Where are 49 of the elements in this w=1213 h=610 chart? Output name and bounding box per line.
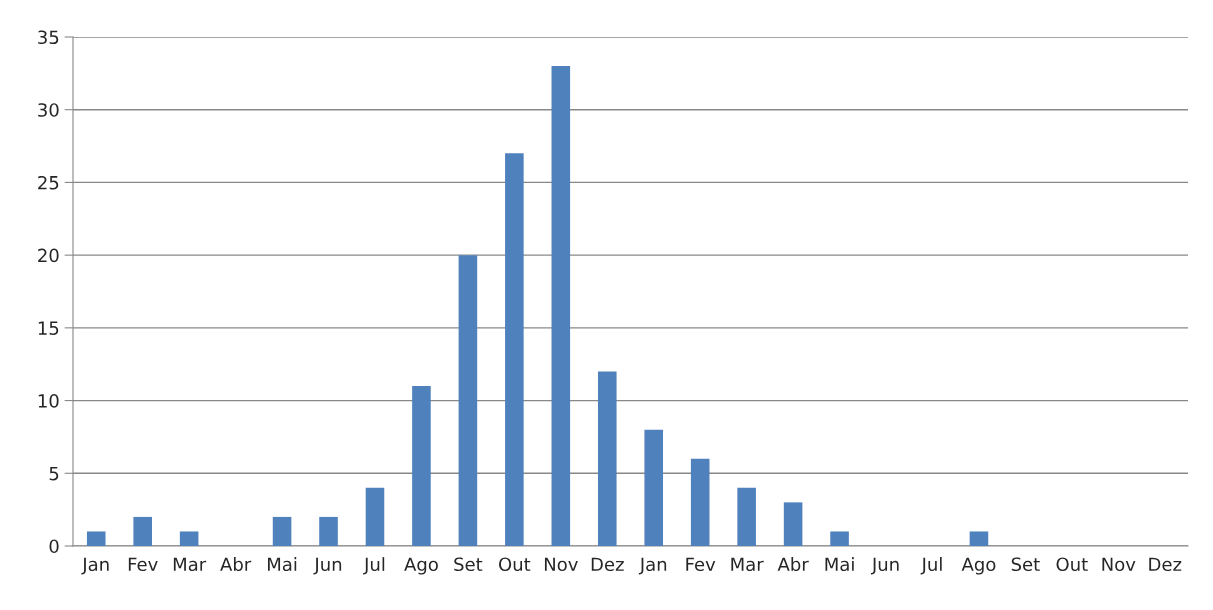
x-tick-label: Abr (220, 557, 252, 572)
x-tick-label: Jan (638, 557, 667, 575)
bar (179, 531, 199, 546)
bar (133, 516, 152, 546)
x-tick-label: Set (1011, 557, 1040, 572)
bar (969, 531, 989, 546)
x-tick-label: Dez (1149, 557, 1182, 572)
x-tick-label: Jul (363, 557, 385, 575)
bar (551, 66, 571, 546)
bar (644, 429, 664, 546)
bar (597, 371, 617, 546)
x-tick-label: Mai (825, 557, 854, 572)
x-tick-label: Nov (544, 557, 578, 572)
bar (319, 516, 338, 546)
x-tick-label: Ago (961, 557, 996, 575)
x-tick-label: Mai (268, 557, 297, 572)
y-tick-label: 25 (38, 175, 59, 190)
y-tick-label: 10 (38, 394, 59, 408)
x-tick-label: Jun (870, 557, 899, 575)
x-tick-label: Jan (81, 557, 109, 575)
x-tick-label: Fev (686, 557, 716, 572)
x-tick-label: Jul (920, 557, 942, 575)
y-tick-label: 35 (38, 30, 59, 45)
bar (365, 487, 385, 546)
x-tick-label: Set (454, 557, 483, 572)
bar (737, 487, 756, 546)
x-tick-label: Fev (128, 557, 158, 572)
bar (412, 386, 431, 546)
x-tick-label: Mar (731, 557, 764, 572)
bar (505, 153, 524, 546)
x-tick-label: Abr (777, 557, 809, 572)
bar (272, 516, 292, 546)
x-tick-label: Mar (173, 557, 207, 572)
x-tick-label: Jun (313, 557, 342, 575)
bar (690, 458, 710, 546)
x-tick-label: Dez (591, 557, 624, 572)
y-tick-label: 5 (49, 466, 59, 481)
x-tick-label: Out (499, 557, 531, 572)
x-tick-label: Ago (404, 557, 438, 575)
x-tick-label: Nov (1102, 557, 1136, 572)
x-tick-label: Out (1056, 557, 1088, 572)
bar (86, 531, 106, 546)
y-tick-label: 15 (38, 321, 59, 335)
bar (458, 255, 478, 546)
y-tick-label: 0 (49, 539, 59, 554)
y-tick-label: 30 (38, 103, 59, 117)
bar (783, 502, 803, 546)
bar (830, 531, 849, 546)
y-tick-label: 20 (38, 248, 59, 263)
